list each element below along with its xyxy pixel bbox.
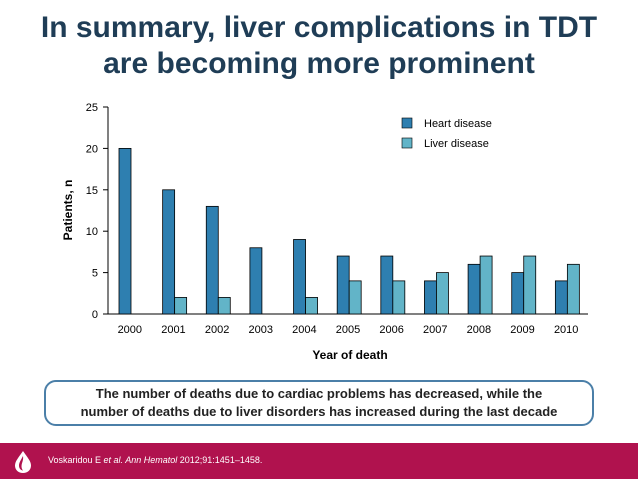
drop-logo-icon <box>15 451 31 473</box>
y-tick-label: 10 <box>86 226 98 238</box>
x-tick-label-2004: 2004 <box>292 324 316 336</box>
y-tick-label: 5 <box>92 268 98 280</box>
bar-heart-2005 <box>336 255 350 315</box>
y-tick-label: 25 <box>86 102 98 114</box>
x-tick-label-2000: 2000 <box>118 324 142 336</box>
x-axis-tick-labels: 2000 2001 2002 2003 2004 2005 2006 2007 2008 2009… <box>118 324 579 336</box>
bar-heart-2007 <box>424 280 437 315</box>
bar-liver-2005 <box>348 280 362 315</box>
bar-heart-2002 <box>205 205 219 315</box>
legend-swatch-liver <box>401 137 413 149</box>
x-tick-label-2003: 2003 <box>248 324 272 336</box>
callout-line-1: The number of deaths due to cardiac prob… <box>95 386 543 401</box>
bar-liver-2010 <box>566 263 580 315</box>
ref-citation: 2012;91:1451–1458. <box>177 455 263 465</box>
summary-callout: The number of deaths due to cardiac prob… <box>44 380 594 426</box>
title-line-1: In summary, liver complications in TDT <box>40 11 598 44</box>
legend: Heart disease Liver disease <box>401 117 492 150</box>
bar-heart-2008 <box>467 263 481 315</box>
y-tick-label: 0 <box>92 309 98 321</box>
bar-liver-2008 <box>479 255 493 315</box>
bar-liver-2004 <box>305 297 318 315</box>
bar-liver-2007 <box>436 272 449 315</box>
y-axis-ticks: 0 5 10 15 20 25 <box>86 102 108 321</box>
bar-liver-2006 <box>392 280 406 315</box>
footer-reference: Voskaridou E et al. Ann Hematol 2012;91:… <box>48 455 262 465</box>
x-tick-label-2007: 2007 <box>423 324 447 336</box>
y-tick-label: 15 <box>86 185 98 197</box>
title-line-2: are becoming more prominent <box>103 47 535 80</box>
bar-heart-2001 <box>162 189 176 315</box>
bar-heart-2010 <box>554 280 568 315</box>
bar-liver-2009 <box>523 255 537 315</box>
bar-liver-2002 <box>217 297 231 315</box>
x-tick-label-2010: 2010 <box>554 324 578 336</box>
ref-etal-journal: et al. Ann Hematol <box>103 455 178 465</box>
bar-heart-2009 <box>511 272 525 315</box>
x-tick-label-2009: 2009 <box>510 324 534 336</box>
callout-line-2: number of deaths due to liver disorders … <box>80 404 558 419</box>
bar-heart-2006 <box>380 255 394 315</box>
legend-swatch-heart <box>401 117 413 129</box>
ref-authors: Voskaridou E <box>48 455 104 465</box>
x-tick-label-2008: 2008 <box>467 324 491 336</box>
x-tick-label-2002: 2002 <box>205 324 229 336</box>
y-axis-title: Patients, n <box>61 180 75 241</box>
y-tick-label: 20 <box>86 143 98 155</box>
bar-heart-2003 <box>249 247 263 315</box>
x-axis-title: Year of death <box>312 348 387 362</box>
footer-bar: Voskaridou E et al. Ann Hematol 2012;91:… <box>0 443 638 479</box>
x-tick-label-2001: 2001 <box>161 324 185 336</box>
x-tick-label-2005: 2005 <box>336 324 360 336</box>
bar-heart-2004 <box>293 239 306 315</box>
bars <box>118 147 580 315</box>
x-tick-label-2006: 2006 <box>379 324 403 336</box>
legend-label-liver: Liver disease <box>424 138 489 150</box>
bar-heart-2000 <box>118 147 132 315</box>
slide-title: In summary, liver complications in TDT a… <box>0 10 638 82</box>
bar-liver-2001 <box>174 297 188 315</box>
legend-label-heart: Heart disease <box>424 118 492 130</box>
